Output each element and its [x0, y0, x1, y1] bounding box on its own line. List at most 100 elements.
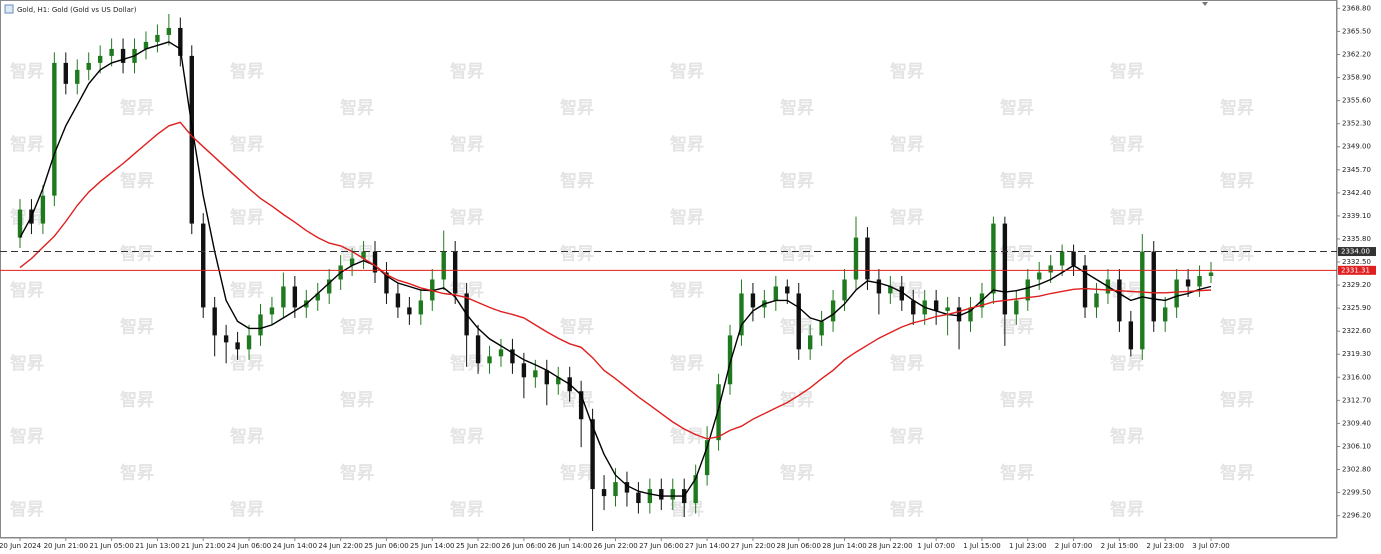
candle-body [269, 307, 275, 315]
candle-body [17, 209, 23, 238]
candle-body [807, 335, 813, 350]
watermark: 智昇 [120, 171, 154, 192]
price-tag-label: 2334.00 [1341, 248, 1370, 256]
candle-body [865, 237, 870, 280]
y-tick-label: 2332.50 [1342, 258, 1371, 266]
candle-body [109, 48, 114, 56]
candle-body [670, 489, 675, 500]
watermark: 智昇 [1220, 244, 1254, 265]
candle-body [349, 258, 355, 266]
watermark: 智昇 [780, 98, 814, 119]
y-tick-label: 2339.10 [1342, 212, 1371, 220]
candle-body [1025, 279, 1030, 301]
candle-body [63, 62, 69, 84]
watermark: 智昇 [230, 353, 264, 374]
watermark: 智昇 [1220, 317, 1254, 338]
x-tick-label: 27 Jun 06:00 [639, 542, 683, 550]
price-tag [1338, 247, 1376, 257]
candle-body [498, 349, 504, 357]
x-tick-label: 28 Jun 14:00 [822, 542, 866, 550]
candle-body [430, 279, 435, 301]
watermark: 智昇 [230, 207, 264, 228]
candle-body [246, 335, 252, 350]
candle-body [785, 286, 790, 294]
watermark: 智昇 [890, 134, 924, 155]
watermark: 智昇 [780, 171, 814, 192]
watermark: 智昇 [1110, 353, 1144, 374]
candle-body [1162, 307, 1168, 322]
watermark: 智昇 [780, 390, 814, 411]
watermark: 智昇 [560, 244, 594, 265]
x-tick-label: 24 Jun 22:00 [318, 542, 362, 550]
watermark: 智昇 [670, 426, 704, 447]
watermark: 智昇 [450, 499, 484, 520]
x-tick-label: 25 Jun 14:00 [410, 542, 454, 550]
y-tick-label: 2329.20 [1342, 281, 1371, 289]
ma-line [19, 121, 1212, 440]
candle-body [911, 300, 916, 315]
watermark: 智昇 [1110, 207, 1144, 228]
symbol-icon [4, 4, 14, 14]
y-tick-label: 2296.20 [1342, 512, 1371, 520]
y-tick-label: 2358.90 [1342, 74, 1371, 82]
candle-body [601, 489, 607, 497]
y-tick-label: 2319.30 [1342, 350, 1371, 358]
x-tick-label: 24 Jun 06:00 [227, 542, 271, 550]
candle-body [842, 279, 847, 301]
x-tick-label: 3 Jul 07:00 [1192, 542, 1230, 550]
x-tick-label: 26 Jun 22:00 [593, 542, 637, 550]
watermark: 智昇 [1110, 499, 1144, 520]
candle-body [223, 335, 229, 343]
candle-body [773, 286, 779, 301]
watermark: 智昇 [230, 61, 264, 82]
watermark: 智昇 [670, 353, 704, 374]
watermark: 智昇 [780, 463, 814, 484]
candle-body [407, 307, 412, 315]
y-tick-label: 2362.20 [1342, 50, 1371, 58]
candle-body [40, 195, 46, 224]
watermark: 智昇 [120, 317, 154, 338]
candle-body [143, 41, 149, 49]
candle-body [361, 251, 366, 259]
candle-body [1037, 272, 1042, 280]
shift-marker [1202, 2, 1208, 6]
watermark: 智昇 [1220, 463, 1254, 484]
watermark: 智昇 [560, 171, 594, 192]
candle-body [1197, 275, 1202, 287]
chart-title: Gold, H1: Gold (Gold vs US Dollar) [17, 6, 137, 14]
candle-body [544, 370, 549, 385]
x-tick-label: 28 Jun 22:00 [868, 542, 912, 550]
y-tick-label: 2299.50 [1342, 489, 1371, 497]
candle-body [327, 279, 332, 294]
x-tick-label: 27 Jun 14:00 [685, 542, 729, 550]
candle-body [292, 286, 298, 308]
y-tick-label: 2325.90 [1342, 304, 1371, 312]
candle-body [727, 335, 733, 385]
x-tick-label: 25 Jun 06:00 [364, 542, 408, 550]
watermark: 智昇 [890, 61, 924, 82]
candle-body [796, 293, 801, 350]
watermark: 智昇 [450, 61, 484, 82]
x-tick-label: 26 Jun 06:00 [502, 542, 546, 550]
watermark: 智昇 [230, 499, 264, 520]
x-tick-label: 26 Jun 14:00 [547, 542, 591, 550]
candle-body [441, 251, 446, 280]
candle-body [418, 300, 424, 315]
candle-body [1002, 223, 1008, 315]
y-tick-label: 2342.40 [1342, 189, 1371, 197]
watermark: 智昇 [670, 134, 704, 155]
watermark: 智昇 [1000, 171, 1034, 192]
watermark: 智昇 [10, 134, 44, 155]
candle-body [533, 370, 538, 378]
candle-body [235, 342, 240, 350]
x-tick-label: 25 Jun 22:00 [456, 542, 500, 550]
candle-body [1059, 251, 1065, 266]
y-tick-label: 2365.50 [1342, 27, 1371, 35]
price-tag-label: 2331.31 [1341, 266, 1370, 274]
candle-body [155, 34, 160, 42]
candle-body [659, 489, 664, 500]
watermark: 智昇 [340, 171, 374, 192]
watermark: 智昇 [1220, 390, 1254, 411]
plot-frame [0, 0, 1337, 538]
watermark: 智昇 [1110, 134, 1144, 155]
